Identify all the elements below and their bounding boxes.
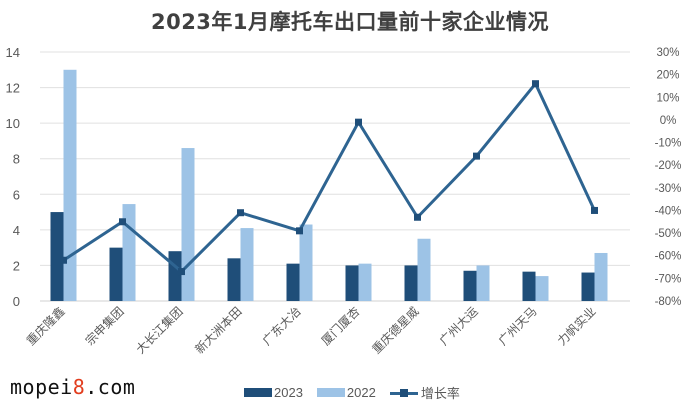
x-category-label: 重庆德星威 bbox=[369, 304, 422, 357]
y-tick-label: 0 bbox=[13, 294, 20, 309]
watermark: mopei8.com bbox=[10, 375, 136, 399]
legend-line-marker-icon bbox=[389, 388, 418, 398]
bar-2022 bbox=[299, 224, 313, 301]
y2-tick-label: -50% bbox=[655, 228, 682, 240]
y2-tick-label: -70% bbox=[655, 273, 682, 285]
bar-2023 bbox=[404, 265, 418, 301]
x-category-label: 力帆实业 bbox=[554, 304, 599, 349]
growth-marker bbox=[60, 256, 67, 264]
y-tick-label: 10 bbox=[6, 116, 20, 131]
x-category-label: 新大洲本田 bbox=[192, 304, 245, 357]
y-tick-label: 12 bbox=[6, 81, 20, 96]
bar-2022 bbox=[594, 252, 608, 301]
growth-marker bbox=[591, 206, 598, 214]
y2-tick-label: -60% bbox=[655, 251, 682, 263]
legend-item-growth: 增长率 bbox=[389, 383, 460, 402]
growth-rate-line bbox=[62, 80, 596, 274]
x-category-label: 重庆隆鑫 bbox=[23, 304, 68, 349]
y2-tick-label: -40% bbox=[655, 205, 682, 217]
y-tick-label: 2 bbox=[13, 258, 20, 273]
growth-marker bbox=[119, 218, 126, 226]
y2-tick-label: 10% bbox=[656, 92, 679, 104]
bar-2023 bbox=[581, 272, 595, 301]
growth-marker bbox=[355, 118, 362, 126]
x-category-label: 广州大运 bbox=[437, 304, 481, 348]
x-category-label: 厦门厦杏 bbox=[318, 304, 363, 349]
x-category-label: 大长江集团 bbox=[133, 304, 186, 357]
growth-marker bbox=[237, 209, 244, 217]
bar-2022 bbox=[358, 263, 372, 301]
growth-marker bbox=[296, 227, 303, 235]
growth-marker bbox=[473, 152, 480, 160]
bar-2023 bbox=[463, 270, 477, 301]
legend-swatch-2023 bbox=[244, 388, 272, 397]
y2-tick-label: -10% bbox=[655, 138, 682, 150]
bar-2023 bbox=[522, 271, 536, 301]
x-category-label: 广东大冶 bbox=[260, 304, 304, 348]
y2-tick-label: 30% bbox=[656, 47, 679, 59]
x-category-label: 宗申集团 bbox=[82, 304, 127, 349]
y2-tick-label: 20% bbox=[656, 70, 679, 82]
x-category-label: 广州天马 bbox=[496, 304, 540, 348]
y2-tick-label: -20% bbox=[655, 160, 682, 172]
legend-item-2022: 2022 bbox=[316, 385, 376, 400]
growth-marker bbox=[414, 213, 421, 221]
y-tick-label: 8 bbox=[13, 152, 20, 167]
bar-2022 bbox=[476, 265, 490, 301]
legend-item-2023: 2023 bbox=[244, 385, 303, 400]
chart-legend: 2023 2022 增长率 bbox=[244, 383, 474, 402]
y2-tick-label: 0% bbox=[660, 115, 677, 127]
bar-2023 bbox=[345, 265, 359, 301]
bar-2023 bbox=[227, 258, 241, 301]
bar-2023 bbox=[109, 247, 123, 301]
bar-2022 bbox=[63, 69, 77, 302]
y-tick-label: 14 bbox=[6, 45, 20, 60]
growth-marker bbox=[532, 80, 539, 88]
bar-2022 bbox=[535, 276, 549, 301]
y2-tick-label: -30% bbox=[655, 183, 682, 195]
bar-2023 bbox=[168, 251, 182, 301]
y-tick-label: 6 bbox=[13, 187, 20, 202]
legend-swatch-2022 bbox=[316, 388, 345, 397]
bar-2023 bbox=[50, 212, 64, 301]
bar-2022 bbox=[240, 228, 254, 301]
bar-2023 bbox=[286, 263, 300, 301]
bar-2022 bbox=[181, 148, 195, 301]
growth-marker bbox=[178, 268, 185, 276]
y-tick-label: 4 bbox=[13, 223, 20, 238]
chart-title: 2023年1月摩托车出口量前十家企业情况 bbox=[150, 10, 550, 34]
y2-tick-label: -80% bbox=[655, 296, 682, 308]
bar-2022 bbox=[417, 238, 431, 301]
